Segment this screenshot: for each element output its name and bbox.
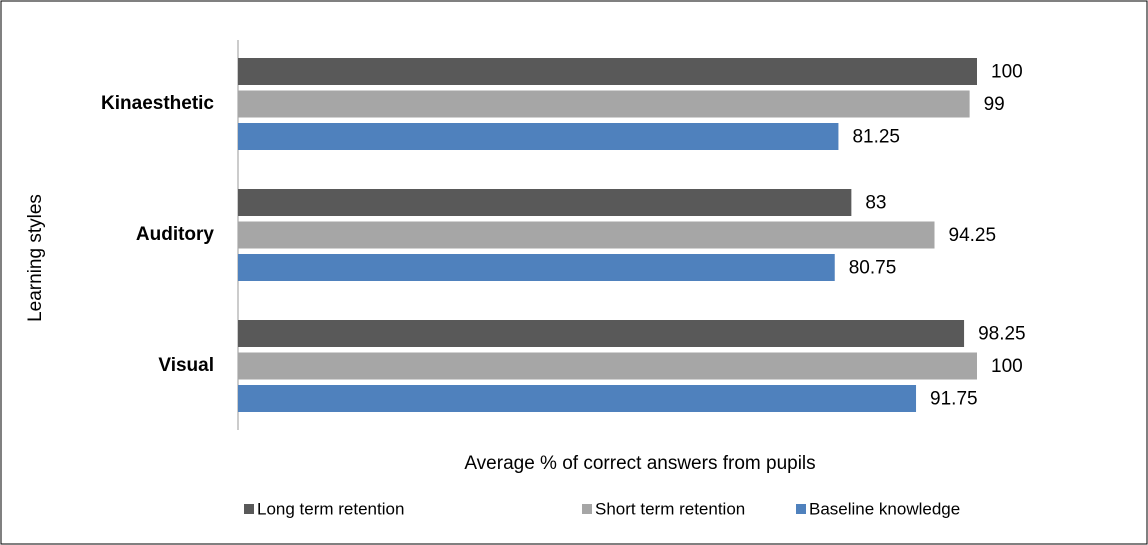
value-label: 100 (991, 356, 1023, 377)
bar (238, 385, 917, 412)
value-label: 80.75 (849, 258, 897, 279)
value-label: 94.25 (949, 225, 997, 246)
bar (238, 352, 977, 380)
value-label: 99 (984, 94, 1005, 115)
value-label: 83 (865, 193, 886, 214)
value-label: 98.25 (978, 324, 1026, 345)
bar (238, 123, 839, 150)
bar (238, 254, 835, 281)
bar (238, 189, 852, 216)
y-tick-label: Visual (158, 355, 214, 376)
bar (238, 58, 977, 85)
y-tick-label: Kinaesthetic (101, 93, 214, 114)
legend-swatch (796, 504, 806, 514)
bar (238, 90, 970, 118)
bar (238, 320, 965, 347)
y-axis-label: Learning styles (25, 194, 46, 322)
bar (238, 221, 935, 249)
value-label: 100 (991, 62, 1023, 83)
value-label: 81.25 (852, 127, 900, 148)
legend-label: Short term retention (595, 499, 745, 518)
value-label: 91.75 (930, 389, 978, 410)
y-tick-label: Auditory (136, 224, 215, 245)
x-axis-label: Average % of correct answers from pupils (464, 453, 815, 474)
legend-label: Long term retention (257, 499, 404, 518)
legend-swatch (582, 504, 592, 514)
legend-label: Baseline knowledge (809, 499, 960, 518)
legend-swatch (244, 504, 254, 514)
